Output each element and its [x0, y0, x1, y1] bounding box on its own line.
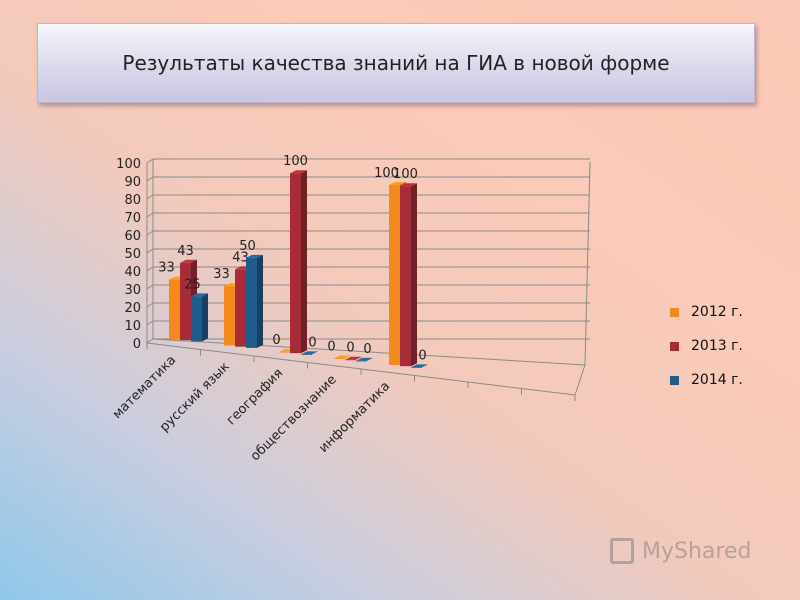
bar-top — [180, 259, 197, 263]
y-tick-label: 50 — [124, 247, 141, 262]
watermark-text: MyShared — [642, 538, 752, 564]
gridline-depth — [146, 248, 154, 254]
data-label: 33 — [213, 267, 230, 282]
data-label: 0 — [346, 341, 354, 356]
bar-front — [246, 257, 257, 348]
y-tick-label: 60 — [124, 229, 141, 244]
bar-front — [345, 359, 356, 361]
bar-front — [169, 279, 180, 339]
data-label: 0 — [327, 340, 335, 355]
watermark-logo-icon — [610, 538, 634, 564]
bar-front — [400, 186, 411, 367]
title-box: Результаты качества знаний на ГИА в ново… — [37, 23, 755, 103]
bar-top — [345, 356, 362, 360]
watermark: MyShared — [610, 538, 751, 564]
y-tick-label: 0 — [133, 337, 141, 352]
y-tick-label: 20 — [124, 301, 141, 316]
gridline-depth — [146, 284, 154, 290]
legend-label: 2013 г. — [691, 338, 743, 354]
y-tick-label: 10 — [124, 319, 141, 334]
legend-item: 2013 г. — [670, 329, 743, 363]
data-label: 0 — [363, 342, 371, 357]
bar-front — [334, 358, 345, 359]
bar-front — [290, 173, 301, 354]
x-tick-label: география — [224, 366, 286, 428]
bar-front — [224, 286, 235, 346]
data-label: 100 — [374, 166, 399, 181]
data-label: 100 — [283, 154, 308, 169]
bar-front — [235, 269, 246, 347]
gridline-depth — [146, 302, 154, 308]
gridline-depth — [146, 320, 154, 326]
bar-front — [180, 262, 191, 341]
bar-front — [191, 296, 202, 342]
y-tick-label: 70 — [124, 211, 141, 226]
bar-side — [257, 254, 263, 348]
legend-swatch — [670, 375, 679, 385]
gridline-depth — [146, 230, 154, 236]
bar-front — [356, 360, 367, 362]
gridline-depth — [146, 176, 154, 182]
legend-label: 2012 г. — [691, 304, 743, 320]
data-label: 25 — [184, 277, 201, 292]
bar-front — [411, 367, 422, 368]
y-tick-label: 30 — [124, 283, 141, 298]
data-label: 100 — [393, 167, 418, 182]
legend-label: 2014 г. — [691, 372, 743, 388]
bar-top — [356, 357, 373, 361]
data-label: 43 — [177, 244, 194, 259]
chart-title: Результаты качества знаний на ГИА в ново… — [122, 51, 670, 75]
data-label: 0 — [272, 333, 280, 348]
gridline-depth — [146, 266, 154, 272]
bar-top — [334, 355, 351, 359]
data-label: 0 — [308, 335, 316, 350]
legend-item: 2012 г. — [670, 295, 743, 329]
bar-side — [301, 170, 307, 354]
y-tick-label: 40 — [124, 265, 141, 280]
data-label: 50 — [239, 239, 256, 254]
data-label: 33 — [158, 261, 175, 276]
gridline-depth — [146, 158, 154, 164]
back-wall-right-edge — [584, 161, 591, 366]
bar-side — [202, 293, 208, 342]
bar-top — [290, 170, 307, 174]
gridline-depth — [146, 212, 154, 218]
data-label: 43 — [232, 250, 249, 265]
bar-top — [389, 182, 406, 185]
y-tick-label: 80 — [124, 193, 141, 208]
bar-top — [246, 254, 263, 258]
y-tick-label: 90 — [124, 175, 141, 190]
gridline-depth — [146, 338, 154, 344]
y-tick-label: 100 — [116, 157, 141, 172]
bar-front — [279, 352, 290, 353]
bar-top — [191, 293, 208, 297]
legend-item: 2014 г. — [670, 363, 743, 397]
gridline-depth — [146, 194, 154, 200]
bar-front — [301, 354, 312, 355]
legend-swatch — [670, 307, 679, 317]
bar-top — [301, 351, 318, 355]
legend: 2012 г. 2013 г. 2014 г. — [670, 295, 743, 397]
bar-top — [400, 183, 417, 187]
data-label: 0 — [418, 348, 426, 363]
bar-front — [389, 185, 400, 365]
bar-top — [411, 364, 428, 368]
legend-swatch — [670, 341, 679, 351]
floor-right-edge — [574, 364, 586, 396]
bar-side — [411, 183, 417, 367]
